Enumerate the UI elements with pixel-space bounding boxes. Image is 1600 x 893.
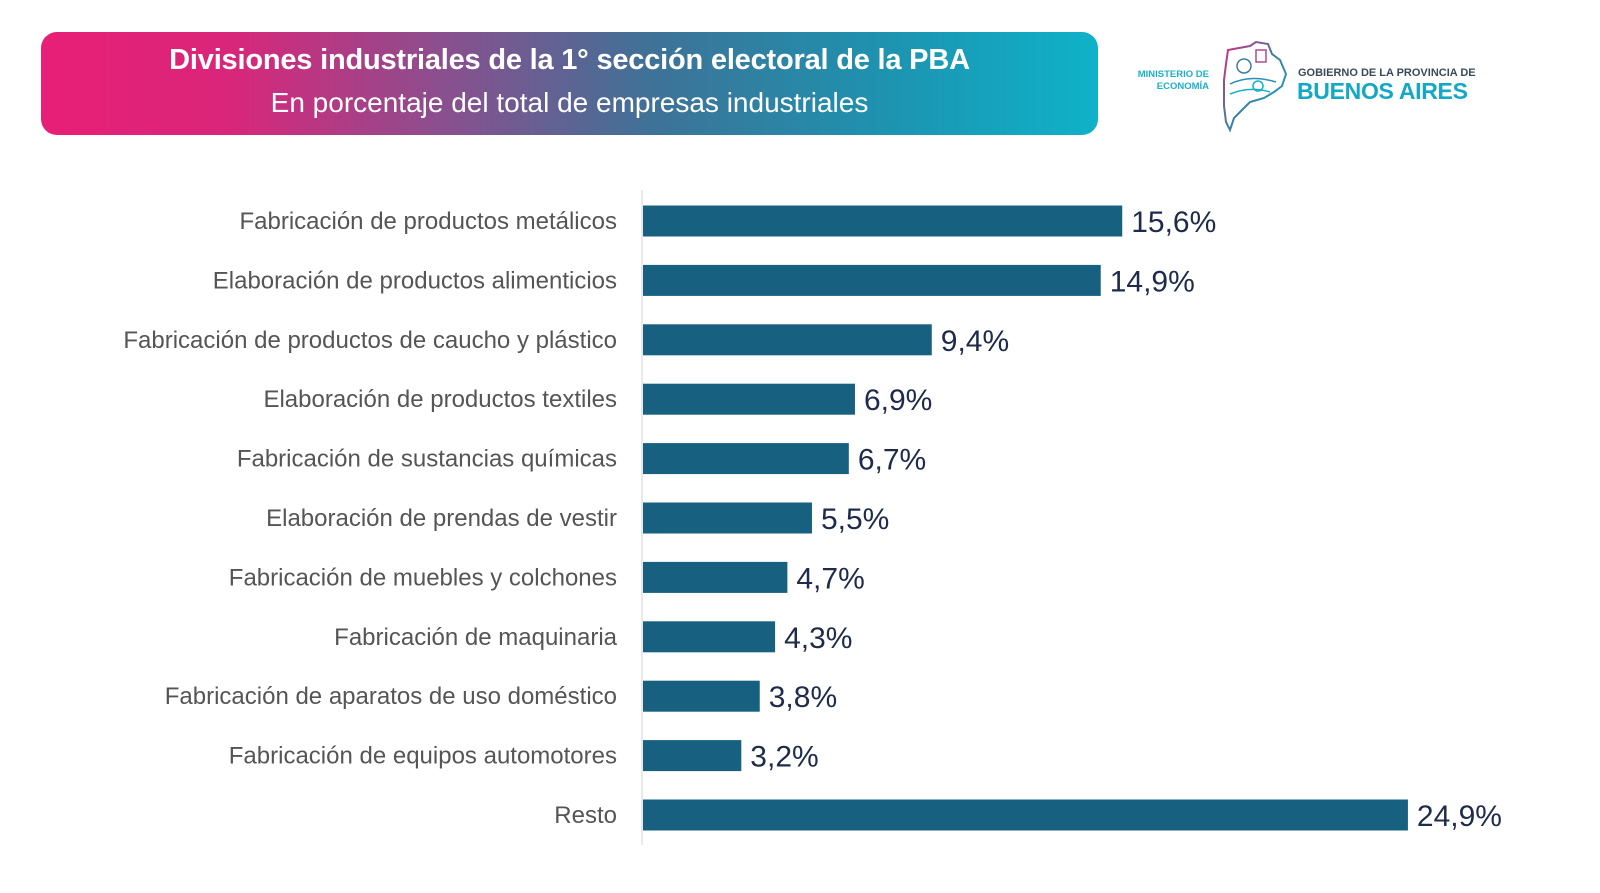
data-label: 4,7% xyxy=(796,562,864,595)
bar xyxy=(643,324,932,356)
data-label: 6,9% xyxy=(864,384,932,417)
data-label: 24,9% xyxy=(1417,800,1502,833)
category-label: Elaboración de productos textiles xyxy=(263,386,617,413)
category-label: Fabricación de equipos automotores xyxy=(229,743,617,770)
chart-subtitle: En porcentaje del total de empresas indu… xyxy=(270,87,869,118)
data-label: 3,8% xyxy=(769,681,837,714)
bar xyxy=(643,205,1123,237)
ministry-label: MINISTERIO DE ECONOMÍA xyxy=(1129,69,1209,93)
bar xyxy=(643,383,855,415)
government-logo: MINISTERIO DE ECONOMÍA GOBIERNO DE LA PR… xyxy=(1125,40,1495,135)
government-label: GOBIERNO DE LA PROVINCIA DE xyxy=(1298,67,1476,79)
data-label: 4,3% xyxy=(784,622,852,655)
data-label: 15,6% xyxy=(1131,206,1216,239)
data-label: 9,4% xyxy=(941,325,1009,358)
bar xyxy=(643,740,742,772)
chart-title: Divisiones industriales de la 1° sección… xyxy=(169,44,970,76)
bar xyxy=(643,502,812,534)
bar xyxy=(643,799,1408,831)
data-label: 14,9% xyxy=(1110,265,1195,298)
bar xyxy=(643,561,788,593)
bar xyxy=(643,443,849,475)
category-label: Elaboración de prendas de vestir xyxy=(266,505,617,532)
category-label: Fabricación de productos de caucho y plá… xyxy=(123,327,617,354)
bar-chart: Fabricación de productos metálicos 15,6% E… xyxy=(123,190,1502,845)
bar xyxy=(643,264,1101,296)
ministry-line-2: ECONOMÍA xyxy=(1156,81,1209,92)
category-label: Fabricación de aparatos de uso doméstico xyxy=(165,683,617,710)
category-label: Fabricación de maquinaria xyxy=(334,624,617,651)
data-label: 6,7% xyxy=(858,444,926,477)
category-label: Fabricación de productos metálicos xyxy=(239,208,617,235)
ministry-line-1: MINISTERIO DE xyxy=(1137,69,1209,80)
category-label: Fabricación de muebles y colchones xyxy=(229,564,617,591)
title-banner: Divisiones industriales de la 1° sección… xyxy=(41,32,1098,135)
data-label: 5,5% xyxy=(821,503,889,536)
category-label: Resto xyxy=(554,802,617,829)
data-label: 3,2% xyxy=(750,741,818,774)
category-label: Fabricación de sustancias químicas xyxy=(237,446,617,473)
province-map-icon xyxy=(1223,40,1288,133)
category-label: Elaboración de productos alimenticios xyxy=(213,267,617,294)
bar xyxy=(643,680,760,712)
bar xyxy=(643,621,776,653)
province-name: BUENOS AIRES xyxy=(1297,78,1468,104)
bars-group: Fabricación de productos metálicos 15,6% E… xyxy=(123,205,1502,833)
